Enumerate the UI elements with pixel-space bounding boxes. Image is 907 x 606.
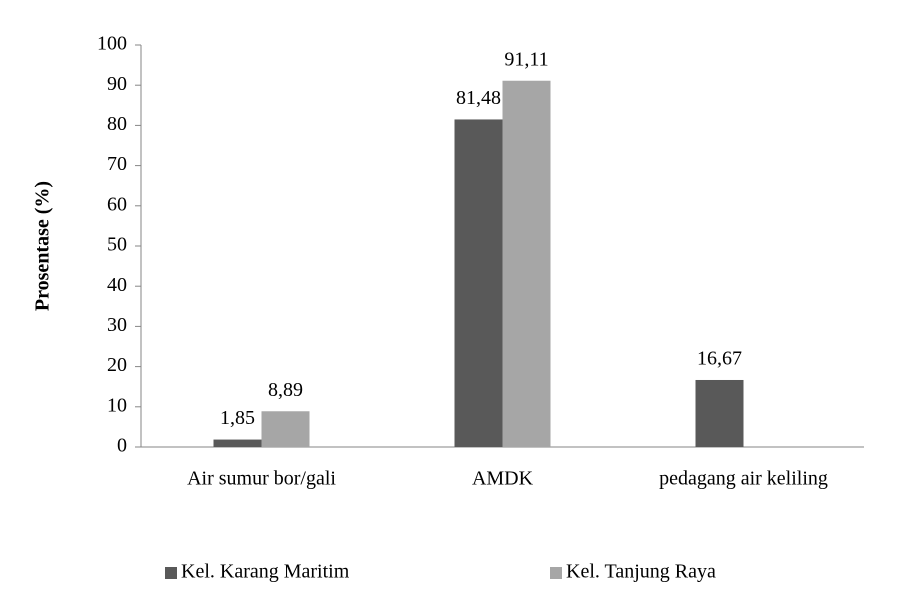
value-label: 91,11 <box>504 48 548 70</box>
y-axis-title: Prosentase (%) <box>32 181 54 311</box>
x-tick-label: Air sumur bor/gali <box>187 468 336 490</box>
legend-label: Kel. Karang Maritim <box>181 561 350 583</box>
value-label: 81,48 <box>456 87 501 109</box>
x-tick-label: pedagang air keliling <box>659 468 828 490</box>
y-tick-label: 10 <box>107 394 127 416</box>
bar <box>695 379 744 447</box>
y-tick-label: 40 <box>107 274 127 296</box>
y-tick-label: 70 <box>107 153 127 175</box>
y-tick-label: 20 <box>107 354 127 376</box>
y-tick-label: 30 <box>107 314 127 336</box>
legend-swatch <box>165 567 177 579</box>
bar <box>502 80 551 448</box>
bar <box>261 411 310 447</box>
bar <box>213 439 262 447</box>
y-tick-label: 60 <box>107 193 127 215</box>
legend-label: Kel. Tanjung Raya <box>566 561 716 583</box>
value-label: 16,67 <box>697 348 742 370</box>
y-tick-label: 80 <box>107 113 127 135</box>
y-tick-label: 90 <box>107 73 127 95</box>
y-tick-label: 0 <box>117 435 127 457</box>
value-label: 8,89 <box>268 379 303 401</box>
legend-swatch <box>550 567 562 579</box>
x-tick-label: AMDK <box>472 468 534 490</box>
value-label: 1,85 <box>220 407 255 429</box>
y-tick-label: 50 <box>107 234 127 256</box>
y-tick-label: 100 <box>97 33 127 55</box>
bar <box>454 119 503 447</box>
